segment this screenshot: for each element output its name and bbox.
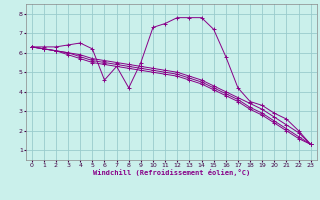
X-axis label: Windchill (Refroidissement éolien,°C): Windchill (Refroidissement éolien,°C) <box>92 169 250 176</box>
